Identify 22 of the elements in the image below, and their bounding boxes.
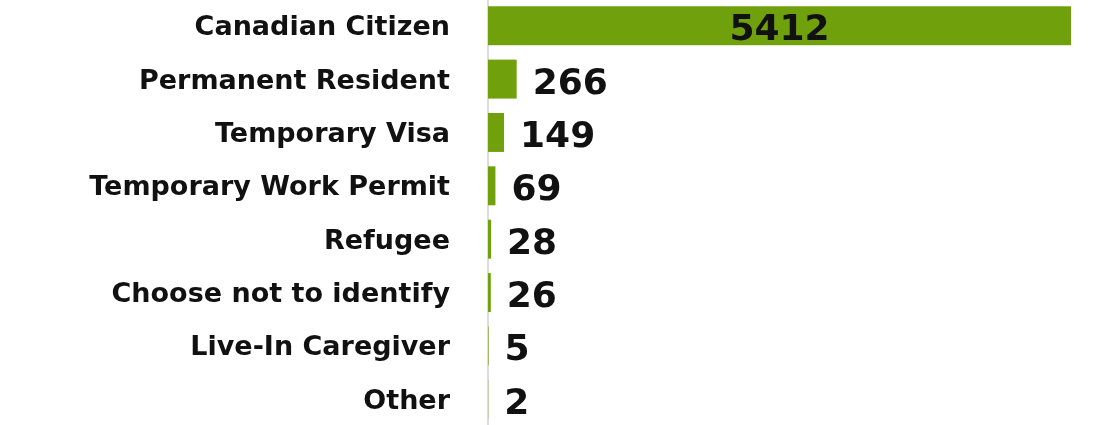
y-tick-label: Choose not to identify [111,277,451,309]
data-label: 149 [520,113,596,155]
data-label: 28 [507,220,558,262]
bar [488,273,491,313]
bar [488,166,496,206]
data-label: 5 [504,327,530,369]
data-label: 5412 [729,7,830,49]
bar [488,59,517,99]
y-tick-label: Canadian Citizen [194,10,450,42]
y-tick-label: Live-In Caregiver [190,330,451,362]
data-label: 266 [532,60,608,102]
bar [488,112,505,152]
y-tick-label: Temporary Visa [215,116,450,148]
y-tick-label: Refugee [323,223,450,255]
data-label: 2 [504,380,530,422]
bar [488,6,1071,46]
y-tick-label: Other [363,383,451,415]
y-tick-label: Temporary Work Permit [89,170,451,202]
data-label: 69 [511,167,562,209]
bar [488,219,492,259]
data-label: 26 [506,274,557,316]
y-tick-label: Permanent Resident [138,63,451,95]
